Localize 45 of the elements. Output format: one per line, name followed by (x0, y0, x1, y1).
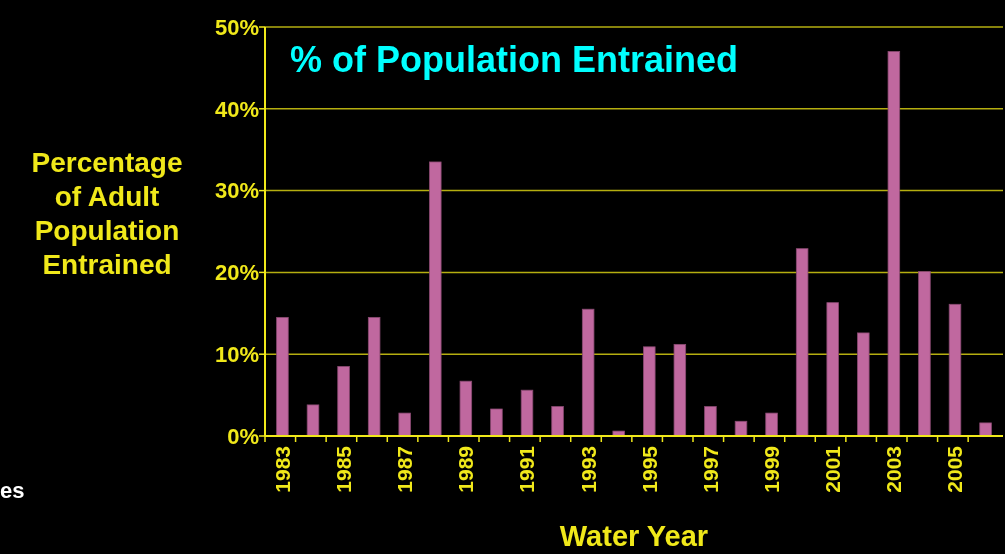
bar (612, 430, 625, 437)
x-tick-label: 2001 (821, 445, 845, 493)
bar (673, 343, 687, 437)
bar (765, 412, 778, 437)
y-tick-label: 50% (214, 14, 259, 40)
y-tick-label: 10% (214, 341, 259, 367)
bar (306, 404, 320, 437)
x-tick-label: 1991 (515, 445, 539, 493)
bar (398, 412, 411, 437)
y-tick-label: 30% (214, 178, 259, 204)
x-tick-label: 1983 (270, 446, 294, 493)
bar (643, 346, 656, 437)
text: es (0, 478, 25, 503)
x-tick-label: 1999 (759, 446, 783, 493)
x-tick-label: 1987 (393, 446, 417, 493)
y-tick-label: 0% (227, 423, 259, 449)
bar (704, 406, 717, 437)
bar (857, 332, 870, 437)
y-axis-title: Percentage of Adult Population Entrained (31, 147, 183, 280)
x-tick-label: 1985 (331, 445, 355, 493)
x-tick-label: 2003 (882, 446, 906, 493)
bar (581, 308, 595, 437)
y-tick-label: 40% (214, 96, 259, 122)
x-tick-label: 1997 (698, 446, 722, 493)
x-tick-label: 1993 (576, 446, 600, 493)
bar (795, 248, 809, 437)
bar (367, 316, 381, 437)
bar (826, 302, 839, 437)
bar (337, 366, 350, 437)
x-tick-label: 1989 (454, 446, 478, 493)
bar (979, 422, 992, 437)
x-tick-label: 2005 (943, 445, 967, 493)
bar (887, 51, 901, 437)
chart-title: % of Population Entrained (290, 39, 738, 80)
bar (429, 161, 442, 437)
bar (918, 271, 931, 437)
x-tick-label: 1995 (637, 445, 661, 493)
bar (520, 389, 534, 437)
bar (948, 303, 962, 437)
x-axis-title: Water Year (559, 520, 709, 552)
bar (276, 316, 289, 437)
bar (490, 408, 503, 437)
y-tick-label: 20% (214, 260, 259, 286)
bar (459, 380, 473, 437)
bar (551, 406, 564, 437)
